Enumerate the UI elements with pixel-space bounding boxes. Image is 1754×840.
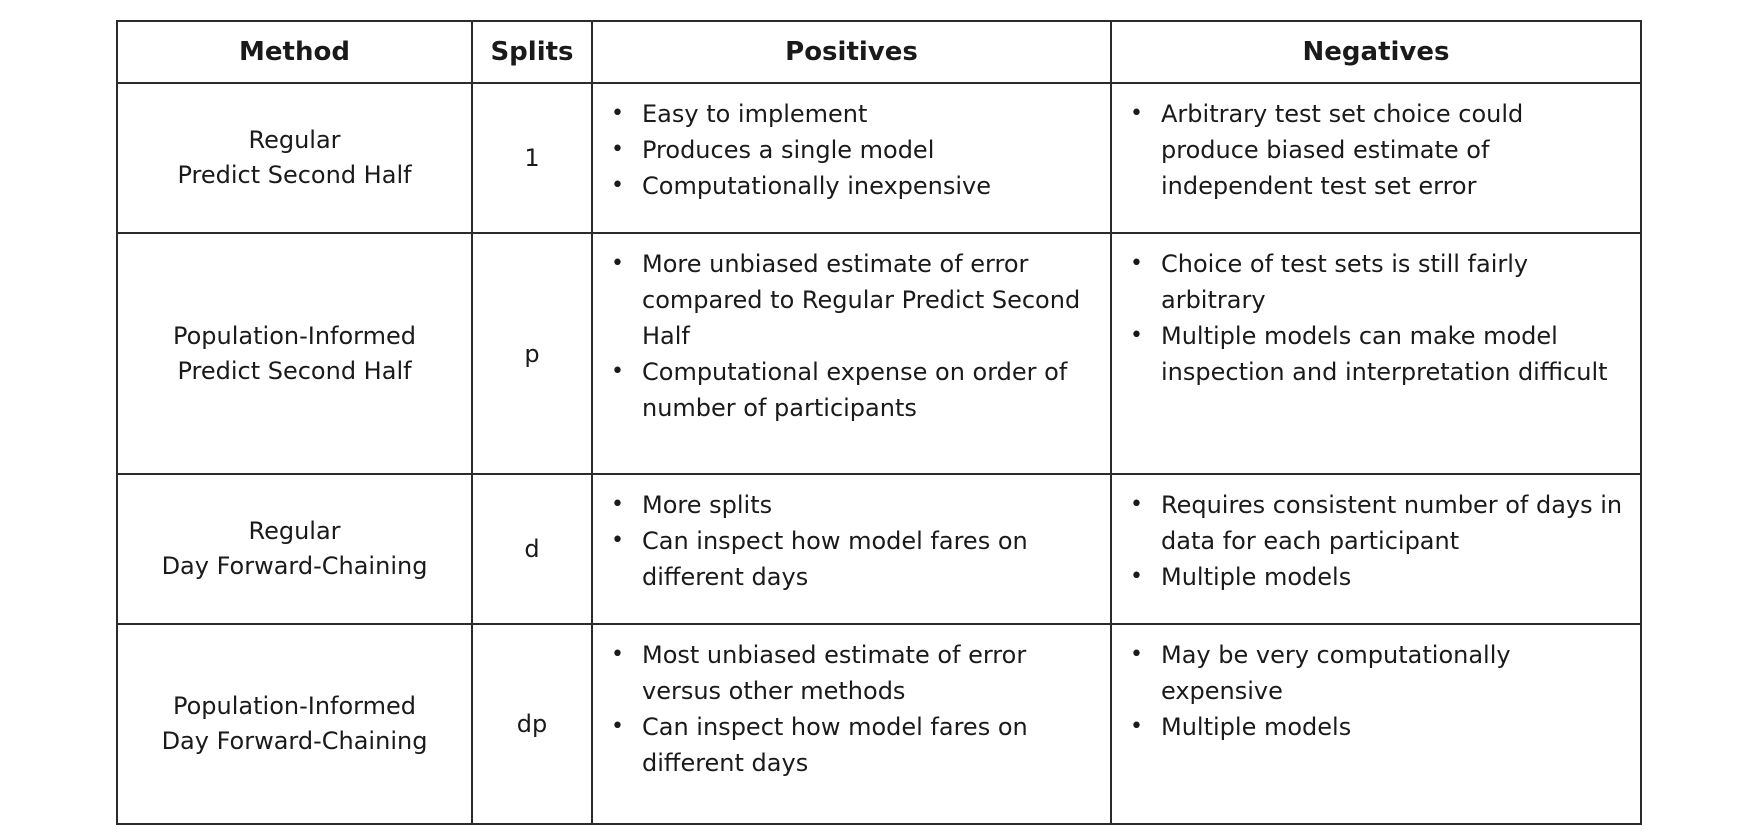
positives-list: More unbiased estimate of error compared…	[593, 234, 1110, 426]
negative-item: Multiple models	[1126, 709, 1628, 745]
positive-item: Computational expense on order of number…	[607, 354, 1098, 426]
header-method: Method	[116, 20, 473, 84]
header-row: Method Splits Positives Negatives	[116, 20, 1642, 84]
positives-list: Most unbiased estimate of error versus o…	[593, 625, 1110, 781]
negatives-cell: Choice of test sets is still fairly arbi…	[1110, 232, 1642, 475]
table-row: Population-Informed Day Forward-Chaining…	[116, 623, 1642, 825]
positives-cell: More unbiased estimate of error compared…	[591, 232, 1112, 475]
header-negatives: Negatives	[1110, 20, 1642, 84]
positive-item: More unbiased estimate of error compared…	[607, 246, 1098, 354]
method-cell: Population-Informed Day Forward-Chaining	[116, 623, 473, 825]
method-name-line: Day Forward-Chaining	[161, 552, 428, 580]
splits-cell: p	[471, 232, 593, 475]
negatives-cell: Arbitrary test set choice could produce …	[1110, 82, 1642, 234]
header-positives: Positives	[591, 20, 1112, 84]
positives-cell: Easy to implement Produces a single mode…	[591, 82, 1112, 234]
positives-cell: More splits Can inspect how model fares …	[591, 473, 1112, 625]
positives-list: More splits Can inspect how model fares …	[593, 475, 1110, 595]
method-name-line: Regular	[248, 517, 341, 545]
method-cell: Regular Day Forward-Chaining	[116, 473, 473, 625]
negatives-list: Requires consistent number of days in da…	[1112, 475, 1640, 595]
table-row: Regular Predict Second Half 1 Easy to im…	[116, 82, 1642, 234]
negatives-list: May be very computationally expensive Mu…	[1112, 625, 1640, 745]
positive-item: Most unbiased estimate of error versus o…	[607, 637, 1098, 709]
positive-item: More splits	[607, 487, 1098, 523]
splits-cell: d	[471, 473, 593, 625]
method-cell: Population-Informed Predict Second Half	[116, 232, 473, 475]
method-name-line: Population-Informed	[173, 321, 416, 350]
positive-item: Can inspect how model fares on different…	[607, 709, 1098, 781]
positive-item: Computationally inexpensive	[607, 168, 1098, 204]
negative-item: Arbitrary test set choice could produce …	[1126, 96, 1628, 204]
method-cell: Regular Predict Second Half	[116, 82, 473, 234]
method-name-line: Predict Second Half	[177, 356, 412, 385]
header-splits: Splits	[471, 20, 593, 84]
method-name-line: Regular	[248, 126, 341, 154]
negative-item: Multiple models can make model inspectio…	[1126, 318, 1628, 390]
negative-item: Choice of test sets is still fairly arbi…	[1126, 246, 1628, 318]
negatives-list: Choice of test sets is still fairly arbi…	[1112, 234, 1640, 390]
table-row: Population-Informed Predict Second Half …	[116, 232, 1642, 475]
positive-item: Produces a single model	[607, 132, 1098, 168]
splits-cell: 1	[471, 82, 593, 234]
negatives-cell: May be very computationally expensive Mu…	[1110, 623, 1642, 825]
negative-item: May be very computationally expensive	[1126, 637, 1628, 709]
positives-list: Easy to implement Produces a single mode…	[593, 84, 1110, 204]
method-name-line: Predict Second Half	[177, 161, 412, 189]
positive-item: Can inspect how model fares on different…	[607, 523, 1098, 595]
negatives-list: Arbitrary test set choice could produce …	[1112, 84, 1640, 204]
splits-cell: dp	[471, 623, 593, 825]
table-row: Regular Day Forward-Chaining d More spli…	[116, 473, 1642, 625]
comparison-table: Method Splits Positives Negatives Regula…	[116, 20, 1642, 825]
method-name-line: Population-Informed	[173, 692, 416, 720]
positives-cell: Most unbiased estimate of error versus o…	[591, 623, 1112, 825]
method-name-line: Day Forward-Chaining	[161, 727, 428, 755]
positive-item: Easy to implement	[607, 96, 1098, 132]
negative-item: Requires consistent number of days in da…	[1126, 487, 1628, 559]
negatives-cell: Requires consistent number of days in da…	[1110, 473, 1642, 625]
negative-item: Multiple models	[1126, 559, 1628, 595]
